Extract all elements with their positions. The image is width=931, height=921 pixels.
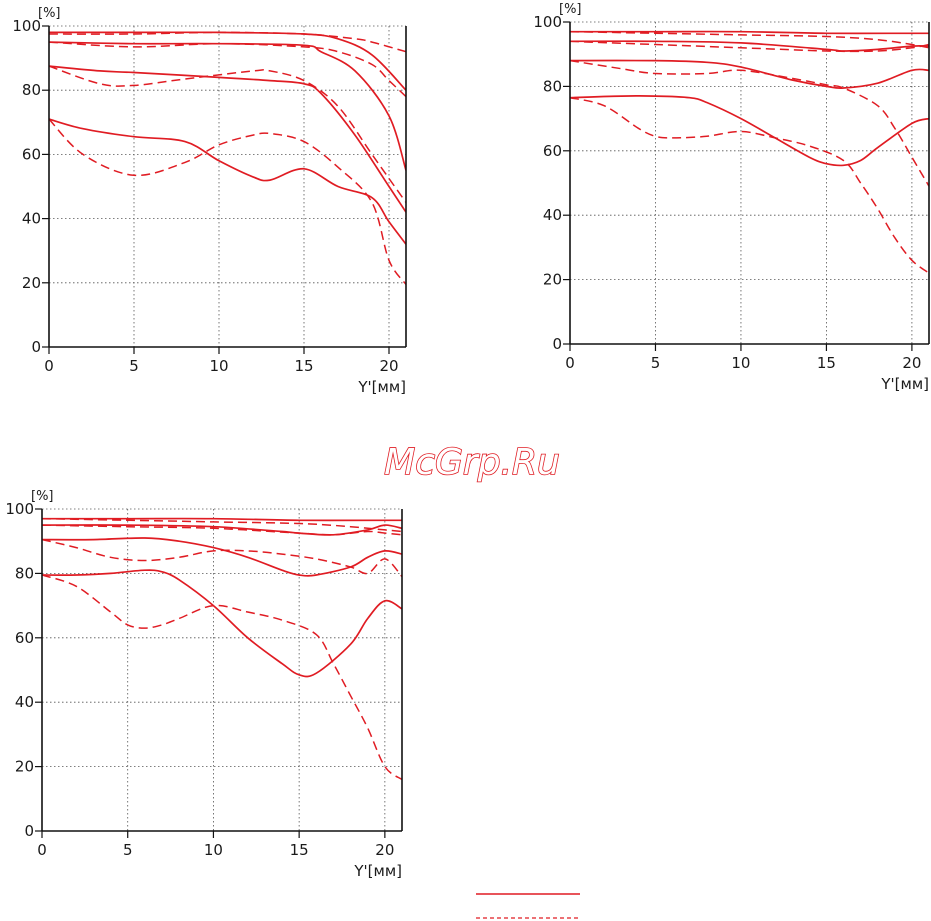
mtf-curve-dashed-2 [49,31,406,53]
y-tick-label: 40 [22,210,41,228]
mtf-curve-solid-3 [42,524,402,536]
x-tick-label: 10 [731,354,750,372]
y-tick-label: 0 [31,338,41,356]
y-tick-label: 40 [543,206,562,224]
mtf-curve-solid-1 [42,517,402,522]
curves-group [49,31,406,285]
y-tick-label: 60 [543,142,562,160]
mtf-curve-solid-5 [42,537,402,577]
mtf-curve-solid-3 [570,40,929,52]
x-tick-label: 15 [817,354,836,372]
chart-3: 0 20 40 60 80 100 0 5 10 15 20 [%] Y'[мм] [5,489,403,880]
mtf-curve-dashed-4 [42,524,402,536]
mtf-curve-dashed-4 [570,40,929,53]
x-tick-label: 0 [565,354,575,372]
y-tick-label: 60 [22,145,41,163]
mtf-curve-dashed-2 [42,517,402,533]
mtf-curve-solid-7 [570,95,929,167]
y-axis-unit-label: [%] [38,6,61,21]
mtf-curve-solid-1 [49,31,406,91]
x-tick-label: 10 [204,841,223,859]
mtf-curve-solid-1 [570,30,929,35]
x-tick-label: 5 [651,354,661,372]
x-tick-label: 10 [209,357,228,375]
mtf-curve-dashed-4 [49,41,406,98]
mtf-curve-dashed-6 [49,65,406,203]
curves-group [570,30,929,274]
y-tick-label: 20 [15,758,34,776]
mtf-curve-solid-7 [42,569,402,678]
y-tick-label: 40 [15,693,34,711]
mtf-curve-solid-3 [49,41,406,171]
y-tick-label: 80 [22,81,41,99]
mtf-curve-dashed-8 [49,118,406,285]
x-tick-label: 15 [294,357,313,375]
y-tick-label: 0 [552,335,562,353]
y-tick-label: 20 [22,274,41,292]
chart-2: 0 20 40 60 80 100 0 5 10 15 20 [%] Y'[мм] [533,2,930,393]
mtf-curve-solid-7 [49,118,406,245]
mtf-curve-dashed-6 [42,538,402,578]
y-tick-label: 100 [5,500,34,518]
y-tick-label: 100 [12,17,41,35]
mtf-curve-solid-5 [49,65,406,213]
x-tick-label: 5 [129,357,139,375]
x-axis-label: Y'[мм] [357,378,406,396]
mtf-curve-dashed-6 [570,59,929,187]
curves-group [42,517,402,781]
y-tick-label: 0 [24,822,34,840]
chart-1: 0 20 40 60 80 100 0 5 10 15 20 [%] Y'[мм] [12,6,407,396]
y-tick-label: 100 [533,13,562,31]
watermark-text: McGrp.Ru [384,442,560,483]
x-tick-label: 0 [37,841,47,859]
mtf-curve-dashed-2 [570,30,929,49]
y-tick-label: 60 [15,629,34,647]
y-tick-label: 80 [15,564,34,582]
y-axis-unit-label: [%] [31,489,54,504]
x-tick-label: 20 [379,357,398,375]
x-tick-label: 20 [375,841,394,859]
x-tick-label: 5 [123,841,133,859]
mtf-curve-dashed-8 [42,574,402,781]
mtf-curve-solid-5 [570,59,929,89]
y-tick-label: 80 [543,77,562,95]
y-axis-unit-label: [%] [559,2,582,17]
mtf-curve-dashed-8 [570,96,929,274]
x-axis-label: Y'[мм] [353,862,402,880]
x-tick-label: 0 [44,357,54,375]
x-tick-label: 20 [902,354,921,372]
x-axis-label: Y'[мм] [880,375,929,393]
x-tick-label: 15 [290,841,309,859]
y-tick-label: 20 [543,271,562,289]
